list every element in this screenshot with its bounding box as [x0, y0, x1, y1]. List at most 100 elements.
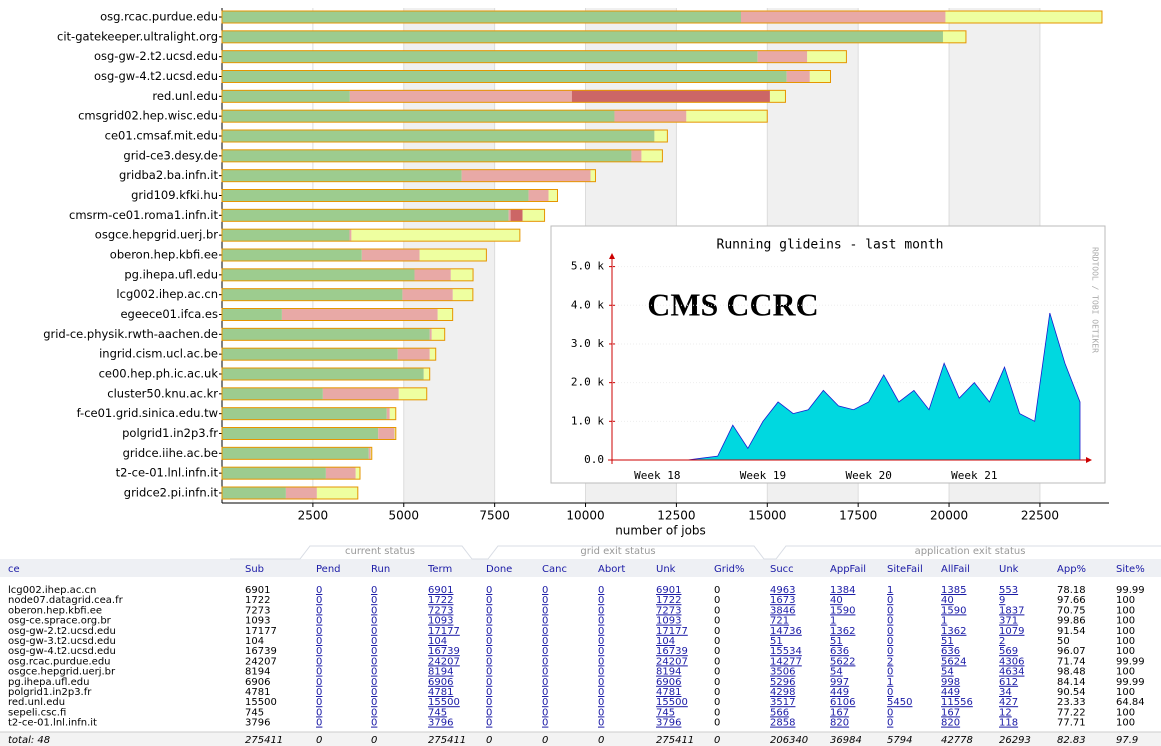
table-cell[interactable]: 0 [542, 718, 548, 729]
table-cell[interactable]: 0 [887, 707, 893, 718]
table-cell[interactable]: 0 [887, 605, 893, 616]
table-cell[interactable]: 449 [941, 687, 960, 698]
table-cell[interactable]: 0 [371, 677, 377, 688]
table-cell[interactable]: 4781 [428, 687, 453, 698]
table-cell[interactable]: 1362 [941, 626, 966, 637]
table-cell[interactable]: 1385 [941, 585, 966, 596]
table-cell[interactable]: 449 [830, 687, 849, 698]
table-cell[interactable]: 3796 [428, 718, 453, 729]
table-cell[interactable]: 0 [371, 605, 377, 616]
table-cell[interactable]: 0 [542, 687, 548, 698]
table-cell[interactable]: 0 [316, 646, 322, 657]
table-cell[interactable]: 0 [542, 697, 548, 708]
table-cell[interactable]: 0 [316, 626, 322, 637]
table-cell[interactable]: 0 [371, 646, 377, 657]
table-cell[interactable]: 0 [316, 707, 322, 718]
table-cell[interactable]: 0 [486, 595, 492, 606]
table-cell[interactable]: 0 [542, 636, 548, 647]
table-cell[interactable]: 0 [598, 585, 604, 596]
table-cell[interactable]: 4963 [770, 585, 795, 596]
table-cell[interactable]: 0 [598, 707, 604, 718]
table-cell[interactable]: 0 [598, 616, 604, 627]
table-cell[interactable]: 0 [542, 605, 548, 616]
table-cell[interactable]: 0 [371, 636, 377, 647]
table-cell[interactable]: 5624 [941, 656, 966, 667]
table-cell[interactable]: 0 [542, 656, 548, 667]
table-cell[interactable]: 0 [486, 646, 492, 657]
table-cell[interactable]: 0 [316, 718, 322, 729]
table-cell[interactable]: 745 [428, 707, 447, 718]
table-cell[interactable]: 4298 [770, 687, 795, 698]
table-cell[interactable]: 15534 [770, 646, 802, 657]
table-cell[interactable]: 0 [542, 616, 548, 627]
table-cell[interactable]: 0 [486, 616, 492, 627]
table-cell[interactable]: 0 [371, 616, 377, 627]
table-cell[interactable]: 0 [316, 585, 322, 596]
table-cell[interactable]: 0 [542, 585, 548, 596]
table-cell[interactable]: 11556 [941, 697, 973, 708]
table-cell[interactable]: 0 [316, 636, 322, 647]
table-cell[interactable]: 0 [887, 687, 893, 698]
table-cell[interactable]: 4306 [999, 656, 1024, 667]
table-cell[interactable]: 0 [316, 697, 322, 708]
table-cell[interactable]: 569 [999, 646, 1018, 657]
table-cell[interactable]: 427 [999, 697, 1018, 708]
table-cell[interactable]: 16739 [428, 646, 460, 657]
table-cell[interactable]: 0 [887, 616, 893, 627]
table-cell[interactable]: 745 [656, 707, 675, 718]
table-cell[interactable]: 16739 [656, 646, 688, 657]
table-cell[interactable]: 1673 [770, 595, 795, 606]
table-cell[interactable]: 14277 [770, 656, 802, 667]
table-cell[interactable]: 0 [316, 667, 322, 678]
table-cell[interactable]: 1722 [428, 595, 453, 606]
table-cell[interactable]: 6901 [428, 585, 453, 596]
table-cell[interactable]: 40 [941, 595, 954, 606]
table-cell[interactable]: 1362 [830, 626, 855, 637]
table-cell[interactable]: 0 [371, 656, 377, 667]
table-cell[interactable]: 1 [830, 616, 836, 627]
column-header[interactable]: AllFail [941, 564, 970, 575]
table-cell[interactable]: 0 [542, 595, 548, 606]
table-cell[interactable]: 24207 [428, 656, 460, 667]
table-cell[interactable]: 0 [371, 718, 377, 729]
table-cell[interactable]: 7273 [656, 605, 681, 616]
table-cell[interactable]: 0 [598, 677, 604, 688]
table-cell[interactable]: 1 [887, 585, 893, 596]
table-cell[interactable]: 0 [371, 707, 377, 718]
table-cell[interactable]: 0 [598, 595, 604, 606]
table-cell[interactable]: 0 [598, 667, 604, 678]
table-cell[interactable]: 8194 [656, 667, 681, 678]
table-cell[interactable]: 1093 [656, 616, 681, 627]
table-cell[interactable]: 167 [830, 707, 849, 718]
table-cell[interactable]: 1837 [999, 605, 1024, 616]
table-cell[interactable]: 4634 [999, 667, 1024, 678]
table-cell[interactable]: 0 [486, 718, 492, 729]
table-cell[interactable]: 0 [371, 667, 377, 678]
table-cell[interactable]: 0 [887, 626, 893, 637]
table-cell[interactable]: 0 [371, 626, 377, 637]
table-cell[interactable]: 1590 [830, 605, 855, 616]
table-cell[interactable]: 51 [830, 636, 843, 647]
table-cell[interactable]: 0 [486, 697, 492, 708]
table-cell[interactable]: 51 [941, 636, 954, 647]
table-cell[interactable]: 3846 [770, 605, 795, 616]
table-cell[interactable]: 0 [598, 626, 604, 637]
table-cell[interactable]: 0 [486, 687, 492, 698]
table-cell[interactable]: 0 [316, 616, 322, 627]
table-cell[interactable]: 0 [887, 646, 893, 657]
table-cell[interactable]: 17177 [428, 626, 460, 637]
table-cell[interactable]: 1079 [999, 626, 1024, 637]
table-cell[interactable]: 6906 [428, 677, 453, 688]
table-cell[interactable]: 0 [486, 636, 492, 647]
table-cell[interactable]: 0 [598, 687, 604, 698]
table-cell[interactable]: 34 [999, 687, 1012, 698]
table-cell[interactable]: 0 [542, 626, 548, 637]
column-header[interactable]: Sub [245, 564, 264, 575]
table-cell[interactable]: 2858 [770, 718, 795, 729]
table-cell[interactable]: 0 [486, 626, 492, 637]
column-header[interactable]: Succ [770, 564, 794, 575]
table-cell[interactable]: 566 [770, 707, 789, 718]
table-cell[interactable]: 167 [941, 707, 960, 718]
table-cell[interactable]: 0 [486, 667, 492, 678]
table-cell[interactable]: 6901 [656, 585, 681, 596]
